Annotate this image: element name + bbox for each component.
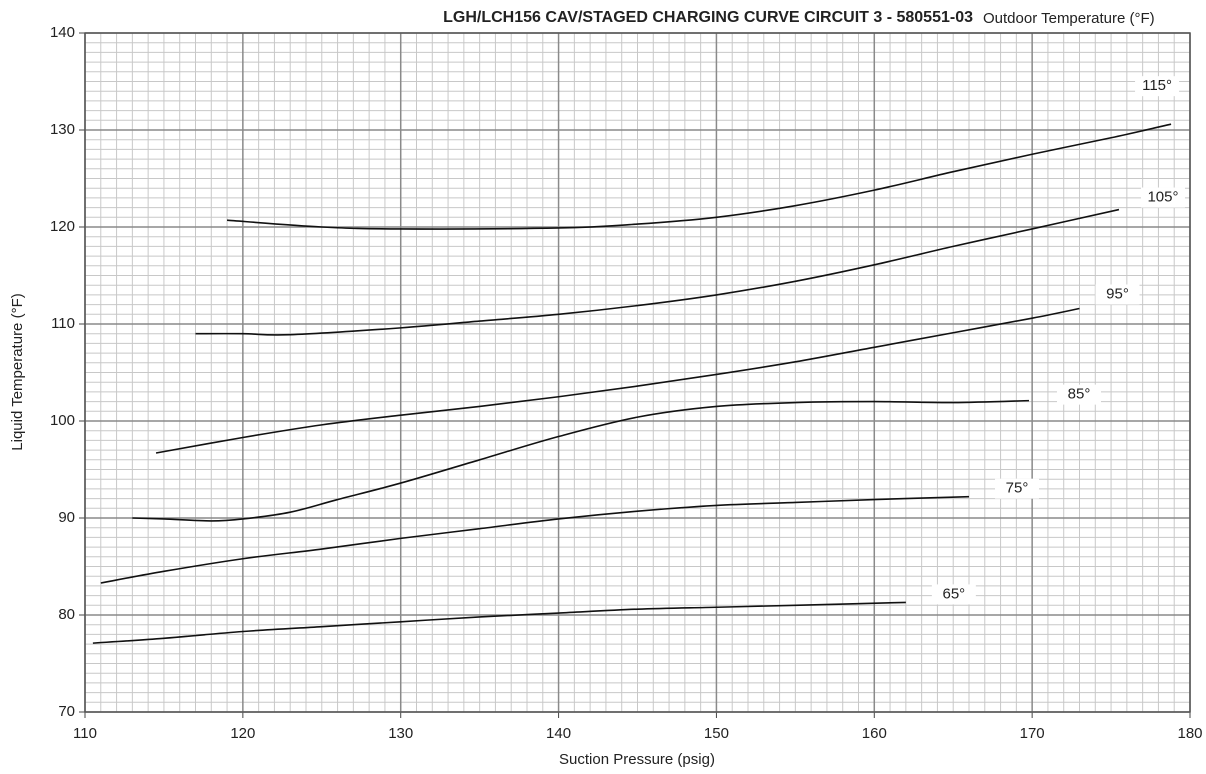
label-background	[931, 584, 976, 605]
series-label: 115°	[1142, 77, 1172, 94]
curve	[155, 307, 1080, 454]
label-background	[1095, 284, 1140, 305]
label-background	[1140, 187, 1185, 208]
x-tick-label: 160	[862, 725, 887, 742]
series-label: 75°	[1006, 480, 1029, 497]
x-tick-label: 170	[1020, 725, 1045, 742]
x-axis-label: Suction Pressure (psig)	[559, 751, 715, 768]
curve	[132, 399, 1030, 522]
y-tick-label: 80	[58, 606, 75, 623]
x-tick-label: 180	[1177, 725, 1202, 742]
y-tick-label: 120	[50, 218, 75, 235]
x-tick-label: 130	[388, 725, 413, 742]
y-tick-label: 70	[58, 703, 75, 720]
curve	[227, 123, 1172, 230]
y-tick-label: 110	[51, 315, 75, 332]
x-tick-label: 120	[230, 725, 255, 742]
legend-title: Outdoor Temperature (°F)	[983, 10, 1155, 27]
curve	[100, 495, 970, 584]
y-tick-label: 100	[50, 412, 75, 429]
curve	[92, 601, 906, 644]
chart-title: LGH/LCH156 CAV/STAGED CHARGING CURVE CIR…	[443, 9, 973, 26]
x-tick-label: 140	[546, 725, 571, 742]
curve	[195, 208, 1120, 336]
series-label: 85°	[1068, 386, 1091, 403]
label-background	[995, 478, 1039, 499]
plot-frame	[84, 32, 1191, 713]
series-label: 65°	[943, 585, 966, 602]
y-axis-label: Liquid Temperature (°F)	[9, 293, 26, 450]
x-tick-label: 110	[73, 725, 97, 742]
series-label: 95°	[1106, 285, 1129, 302]
series-label: 105°	[1147, 189, 1178, 206]
y-tick-label: 140	[50, 24, 75, 41]
x-tick-label: 150	[704, 725, 729, 742]
y-tick-label: 130	[50, 121, 75, 138]
label-background	[1135, 76, 1180, 97]
label-background	[1056, 384, 1101, 405]
y-tick-label: 90	[58, 509, 75, 526]
